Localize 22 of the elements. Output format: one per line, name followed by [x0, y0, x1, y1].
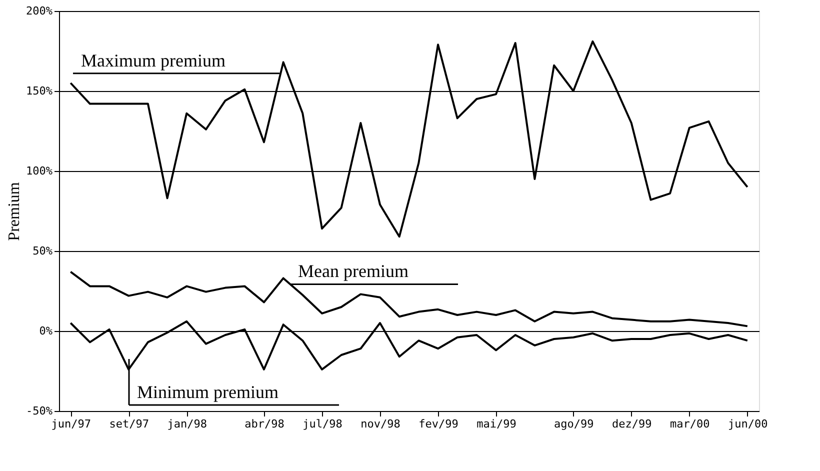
y-tick-label: 50% — [32, 244, 53, 258]
x-tick-label: nov/98 — [360, 418, 400, 430]
y-tick-label: -50% — [26, 404, 53, 418]
x-tick-label: jul/98 — [302, 418, 342, 430]
series-label: Mean premium — [298, 261, 408, 282]
x-tick-label: mai/99 — [476, 418, 516, 430]
x-tick-label: jan/98 — [167, 418, 207, 430]
x-tick-label: set/97 — [109, 418, 149, 430]
x-tick-label: jun/00 — [728, 418, 768, 430]
x-tick-label: mar/00 — [670, 418, 710, 430]
y-tick-label: 150% — [26, 84, 53, 98]
series-label: Minimum premium — [137, 382, 278, 402]
y-axis-title: Premium — [6, 182, 24, 241]
x-tick-label: dez/99 — [612, 418, 652, 430]
x-tick-label: fev/99 — [418, 418, 458, 430]
x-tick-label: abr/98 — [244, 418, 284, 430]
y-tick-label: 100% — [26, 164, 53, 178]
y-tick-label: 0% — [39, 324, 53, 338]
y-tick-label: 200% — [26, 4, 53, 18]
x-tick-label: jun/97 — [51, 418, 91, 430]
x-tick-label: ago/99 — [554, 418, 594, 430]
series-label: Maximum premium — [81, 50, 226, 70]
